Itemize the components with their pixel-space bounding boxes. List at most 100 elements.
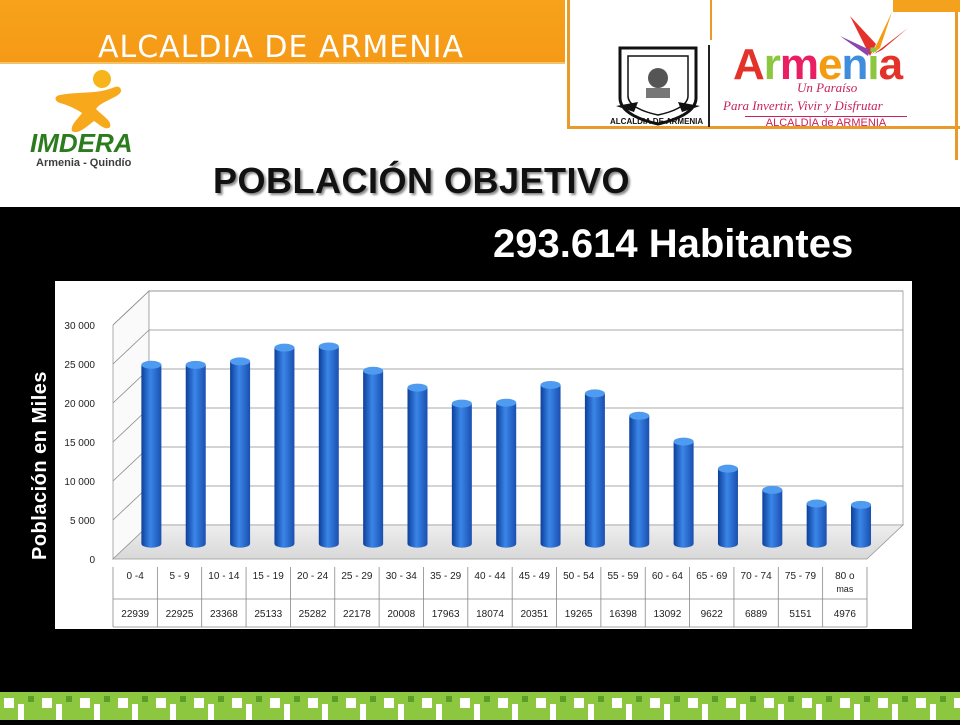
footer-bar (56, 704, 62, 720)
value-label: 13092 (654, 609, 682, 620)
footer-bar (588, 704, 594, 720)
value-label: 16398 (609, 609, 637, 620)
decor-line (955, 0, 958, 160)
value-label: 20008 (387, 609, 415, 620)
footer-bar (246, 704, 252, 720)
bar-body (318, 346, 339, 548)
footer-dot (674, 696, 680, 702)
footer-square (650, 698, 660, 708)
y-tick-label: 20 000 (64, 399, 95, 410)
y-axis-ticks: 0 5 000 10 000 15 000 20 000 25 000 30 000 (64, 321, 95, 566)
footer-dot (218, 696, 224, 702)
bar-body (230, 361, 251, 548)
bar (318, 342, 339, 548)
bar-body (851, 504, 872, 548)
category-label: 60 - 64 (652, 571, 684, 582)
footer-dot (294, 696, 300, 702)
bar (762, 485, 783, 548)
bar (451, 399, 472, 548)
footer-square (156, 698, 166, 708)
footer-bar (322, 704, 328, 720)
total-population: 293.614 Habitantes (493, 222, 854, 266)
bar-top (363, 366, 384, 375)
bar (717, 464, 738, 548)
category-label: 40 - 44 (474, 571, 506, 582)
footer-dot (142, 696, 148, 702)
footer-bar (892, 704, 898, 720)
y-axis-title: Población en Miles (29, 370, 51, 560)
category-label: 45 - 49 (519, 571, 551, 582)
footer-bar (284, 704, 290, 720)
footer-pattern (4, 696, 960, 720)
brand-letter: e (818, 40, 843, 89)
footer-bar (360, 704, 366, 720)
bar-top (584, 389, 605, 398)
category-label: 35 - 29 (430, 571, 462, 582)
page-title: POBLACIÓN OBJETIVO (213, 160, 631, 201)
category-label: 70 - 74 (741, 571, 773, 582)
bar (185, 360, 206, 548)
footer-bar (930, 704, 936, 720)
armenia-paraiso: Un Paraíso (797, 80, 858, 95)
header-banner: ALCALDIA DE ARMENIA IMDERA Armenia - Qui… (0, 0, 960, 207)
footer-dot (446, 696, 452, 702)
footer-square (802, 698, 812, 708)
brand-letter: A (733, 40, 765, 89)
footer-dot (408, 696, 414, 702)
bar-top (318, 342, 339, 351)
footer-bar (208, 704, 214, 720)
footer-bar (512, 704, 518, 720)
brand-letter: m (779, 40, 819, 89)
footer-square (878, 698, 888, 708)
bird-of-paradise-icon (840, 12, 908, 56)
footer-dot (864, 696, 870, 702)
footer-square (270, 698, 280, 708)
y-tick-label: 25 000 (64, 360, 95, 371)
footer-square (612, 698, 622, 708)
footer-bar (18, 704, 24, 720)
category-label: 20 - 24 (297, 571, 329, 582)
brand-letter: i (867, 40, 879, 89)
y-tick-label: 30 000 (64, 321, 95, 332)
armenia-alcaldia: ALCALDÍA de ARMENIA (745, 116, 907, 129)
footer-dot (560, 696, 566, 702)
bar-top (407, 383, 428, 392)
footer-dot (902, 696, 908, 702)
footer-bar (170, 704, 176, 720)
footer-square (688, 698, 698, 708)
bar-top (806, 499, 827, 508)
decor-line (567, 126, 960, 129)
bar-body (274, 347, 295, 548)
gridline (112, 329, 150, 365)
imdera-subtitle: Armenia - Quindío (36, 157, 132, 169)
coat-of-arms-icon (616, 46, 700, 126)
value-label: 23368 (210, 609, 238, 620)
value-label: 17963 (432, 609, 460, 620)
footer-bar (474, 704, 480, 720)
category-label: 5 - 9 (170, 571, 190, 582)
y-tick-label: 5 000 (70, 516, 95, 527)
footer-square (536, 698, 546, 708)
footer-dot (370, 696, 376, 702)
bar-top (717, 464, 738, 473)
bar-body (141, 364, 162, 548)
footer-bar (94, 704, 100, 720)
footer-dot (484, 696, 490, 702)
footer-square (422, 698, 432, 708)
footer-square (726, 698, 736, 708)
bar-body (496, 402, 517, 548)
bar-body (584, 393, 605, 548)
bar (673, 437, 694, 548)
bar-body (629, 415, 650, 548)
footer-dot (712, 696, 718, 702)
footer-bar (854, 704, 860, 720)
footer-bar (664, 704, 670, 720)
footer-square (4, 698, 14, 708)
footer-dot (598, 696, 604, 702)
footer-dot (636, 696, 642, 702)
bar-top (185, 360, 206, 369)
footer-dot (180, 696, 186, 702)
brand-letter: a (878, 40, 904, 89)
bar-body (185, 364, 206, 548)
value-label: 22925 (166, 609, 194, 620)
